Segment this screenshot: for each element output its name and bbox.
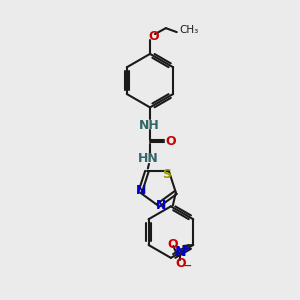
- Text: S: S: [163, 168, 172, 181]
- Text: HN: HN: [138, 152, 158, 165]
- Text: N: N: [156, 199, 166, 212]
- Text: CH₃: CH₃: [180, 25, 199, 35]
- Text: O: O: [166, 135, 176, 148]
- Text: NH: NH: [139, 119, 159, 132]
- Text: +: +: [183, 244, 191, 254]
- Text: N: N: [175, 245, 186, 259]
- Text: N: N: [136, 184, 146, 197]
- Text: O: O: [167, 238, 178, 251]
- Text: O: O: [149, 30, 159, 43]
- Text: −: −: [183, 261, 192, 271]
- Text: O: O: [175, 257, 186, 270]
